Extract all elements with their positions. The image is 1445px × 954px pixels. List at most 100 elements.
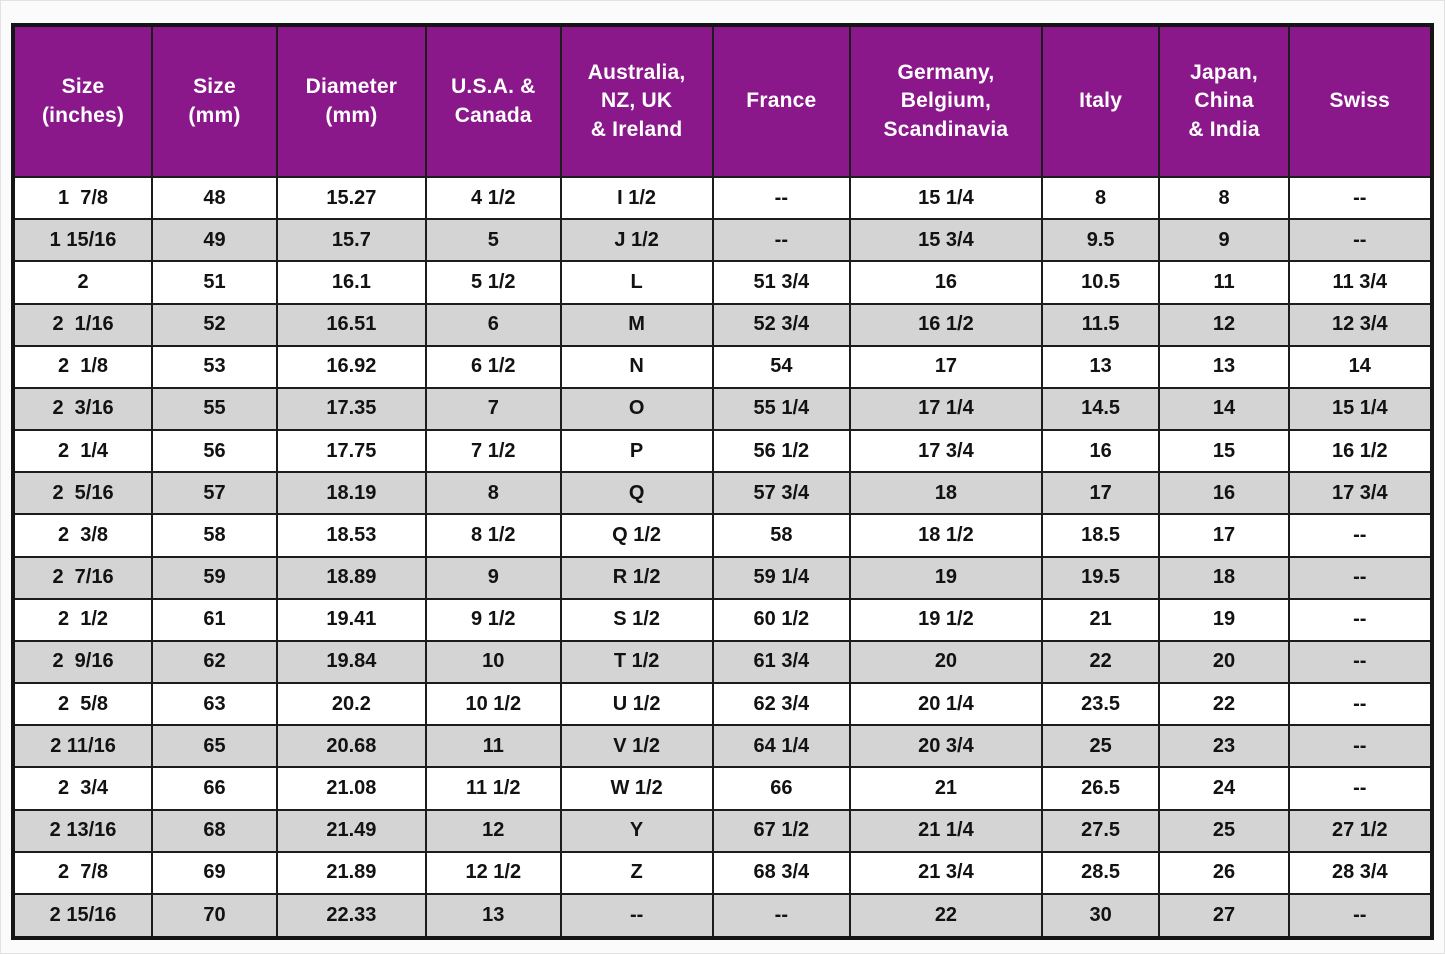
table-cell: 2 7/16	[11, 555, 154, 600]
table-cell: 17	[1040, 471, 1161, 516]
table-cell: 58	[711, 513, 852, 558]
table-cell: 16.1	[275, 260, 427, 305]
table-cell: J 1/2	[559, 218, 714, 263]
table-cell: 27 1/2	[1287, 808, 1434, 853]
column-header: Italy	[1040, 24, 1161, 178]
table-cell: 19.5	[1040, 555, 1161, 600]
table-cell: 57 3/4	[711, 471, 852, 516]
table-cell: --	[1287, 597, 1434, 642]
table-cell: 15 1/4	[1287, 386, 1434, 432]
table-cell: 20	[1158, 639, 1290, 685]
column-header: Size (mm)	[151, 24, 278, 178]
table-cell: 6	[424, 302, 562, 347]
table-row: 2 1/2 61 19.41 9 1/2 S 1/2 60 1/2 19 1/2 21 19 --	[11, 597, 1434, 642]
table-cell: 2 13/16	[11, 808, 154, 853]
table-cell: 30	[1040, 892, 1161, 940]
table-cell: 4 1/2	[424, 175, 562, 221]
table-cell: 8	[424, 471, 562, 516]
table-cell: 12 1/2	[424, 850, 562, 895]
table-cell: 2 5/8	[11, 682, 154, 727]
table-row: 2 13/16 68 21.49 12 Y 67 1/2 21 1/4 27.5 25 27 1/…	[11, 808, 1434, 853]
table-cell: 2 1/2	[11, 597, 154, 642]
table-cell: 2 3/8	[11, 513, 154, 558]
table-cell: 9	[1158, 218, 1290, 263]
table-cell: 69	[151, 850, 278, 895]
table-cell: I 1/2	[559, 175, 714, 221]
table-cell: 8	[1158, 175, 1290, 221]
table-cell: --	[1287, 218, 1434, 263]
table-cell: O	[559, 386, 714, 432]
table-cell: 70	[151, 892, 278, 940]
column-header: Size (inches)	[11, 24, 154, 178]
table-cell: 17 1/4	[849, 386, 1043, 432]
table-cell: 16	[1158, 471, 1290, 516]
table-cell: 14	[1287, 344, 1434, 389]
table-cell: 21 3/4	[849, 850, 1043, 895]
table-cell: 61 3/4	[711, 639, 852, 685]
column-header: Australia, NZ, UK & Ireland	[559, 24, 714, 178]
table-cell: 9.5	[1040, 218, 1161, 263]
table-cell: 28 3/4	[1287, 850, 1434, 895]
table-cell: 2	[11, 260, 154, 305]
table-cell: 11	[1158, 260, 1290, 305]
table-cell: 27	[1158, 892, 1290, 940]
table-cell: 65	[151, 724, 278, 769]
table-cell: --	[1287, 639, 1434, 685]
table-cell: 48	[151, 175, 278, 221]
table-cell: 21	[849, 766, 1043, 811]
table-cell: 59 1/4	[711, 555, 852, 600]
table-cell: 19	[1158, 597, 1290, 642]
table-cell: 2 1/8	[11, 344, 154, 389]
table-cell: 1 7/8	[11, 175, 154, 221]
table-cell: 16	[849, 260, 1043, 305]
table-cell: 21	[1040, 597, 1161, 642]
table-cell: 16.51	[275, 302, 427, 347]
table-cell: 19.41	[275, 597, 427, 642]
table-cell: 13	[424, 892, 562, 940]
table-cell: 2 1/4	[11, 429, 154, 474]
table-cell: 53	[151, 344, 278, 389]
table-row: 2 1/16 52 16.51 6 M 52 3/4 16 1/2 11.5 12 12 3/4	[11, 302, 1434, 347]
table-cell: 17.75	[275, 429, 427, 474]
table-cell: 49	[151, 218, 278, 263]
table-cell: N	[559, 344, 714, 389]
table-cell: L	[559, 260, 714, 305]
table-cell: --	[1287, 724, 1434, 769]
table-cell: 18.53	[275, 513, 427, 558]
table-cell: 20 1/4	[849, 682, 1043, 727]
table-cell: 21.89	[275, 850, 427, 895]
table-cell: 13	[1040, 344, 1161, 389]
table-cell: 5	[424, 218, 562, 263]
table-cell: 62	[151, 639, 278, 685]
table-cell: M	[559, 302, 714, 347]
table-cell: 2 11/16	[11, 724, 154, 769]
table-cell: 7	[424, 386, 562, 432]
table-cell: T 1/2	[559, 639, 714, 685]
table-cell: 23.5	[1040, 682, 1161, 727]
column-header: Diameter (mm)	[275, 24, 427, 178]
table-cell: 67 1/2	[711, 808, 852, 853]
table-cell: 25	[1040, 724, 1161, 769]
table-cell: 20.68	[275, 724, 427, 769]
table-cell: 24	[1158, 766, 1290, 811]
table-cell: 10 1/2	[424, 682, 562, 727]
table-cell: Z	[559, 850, 714, 895]
table-cell: 2 9/16	[11, 639, 154, 685]
table-cell: 18.5	[1040, 513, 1161, 558]
table-cell: 12	[424, 808, 562, 853]
column-header: Japan, China & India	[1158, 24, 1290, 178]
table-cell: 17 3/4	[1287, 471, 1434, 516]
table-cell: 15.27	[275, 175, 427, 221]
table-cell: 19.84	[275, 639, 427, 685]
table-cell: Q 1/2	[559, 513, 714, 558]
table-cell: U 1/2	[559, 682, 714, 727]
column-header: Swiss	[1287, 24, 1434, 178]
table-row: 2 3/4 66 21.08 11 1/2 W 1/2 66 21 26.5 24 --	[11, 766, 1434, 811]
table-cell: 54	[711, 344, 852, 389]
table-cell: 10	[424, 639, 562, 685]
table-cell: 16.92	[275, 344, 427, 389]
table-cell: --	[559, 892, 714, 940]
table-cell: --	[711, 218, 852, 263]
table-cell: 15 3/4	[849, 218, 1043, 263]
